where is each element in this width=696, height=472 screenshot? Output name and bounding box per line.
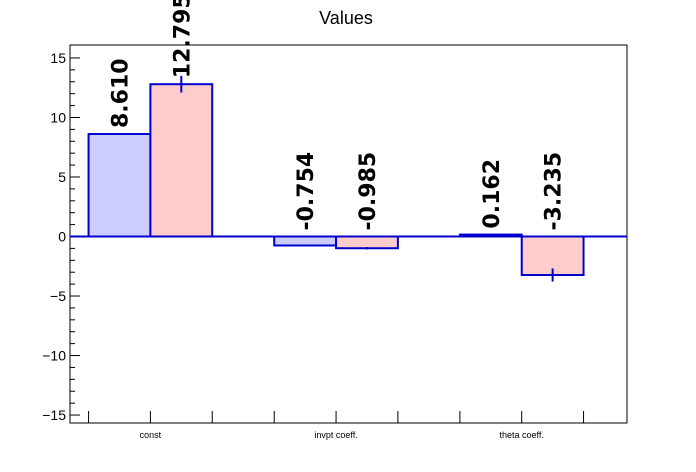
bar	[273, 235, 338, 247]
y-tick-label: 5	[58, 169, 66, 185]
y-axis: −15 −10 −5 0 5 10 15	[42, 50, 80, 423]
y-tick-label: −5	[50, 288, 66, 304]
data-label: -0.754	[294, 152, 319, 231]
bar	[149, 83, 214, 238]
bar	[335, 235, 399, 250]
y-tick-label: 10	[50, 109, 66, 125]
x-category-label: theta coeff.	[500, 430, 544, 440]
data-label: 8.610	[108, 58, 133, 128]
data-label: -3.235	[542, 152, 567, 231]
data-label: 0.162	[480, 159, 505, 229]
x-category-label: const	[140, 430, 162, 440]
data-label: -0.985	[356, 152, 381, 231]
chart-title: Values	[319, 8, 373, 28]
bar	[87, 133, 152, 238]
x-axis: const invpt coeff. theta coeff.	[88, 411, 585, 440]
y-tick-label: 0	[58, 229, 66, 245]
data-label: 12.795	[170, 0, 195, 78]
y-tick-label: −10	[42, 348, 66, 364]
x-category-label: invpt coeff.	[314, 430, 357, 440]
plot-frame	[69, 44, 628, 424]
bars-group	[87, 75, 585, 282]
data-labels-group: 8.610 12.795 -0.754 -0.985 0.162 -3.235	[108, 0, 566, 231]
y-tick-label: 15	[50, 50, 66, 66]
y-tick-label: −15	[42, 407, 66, 423]
